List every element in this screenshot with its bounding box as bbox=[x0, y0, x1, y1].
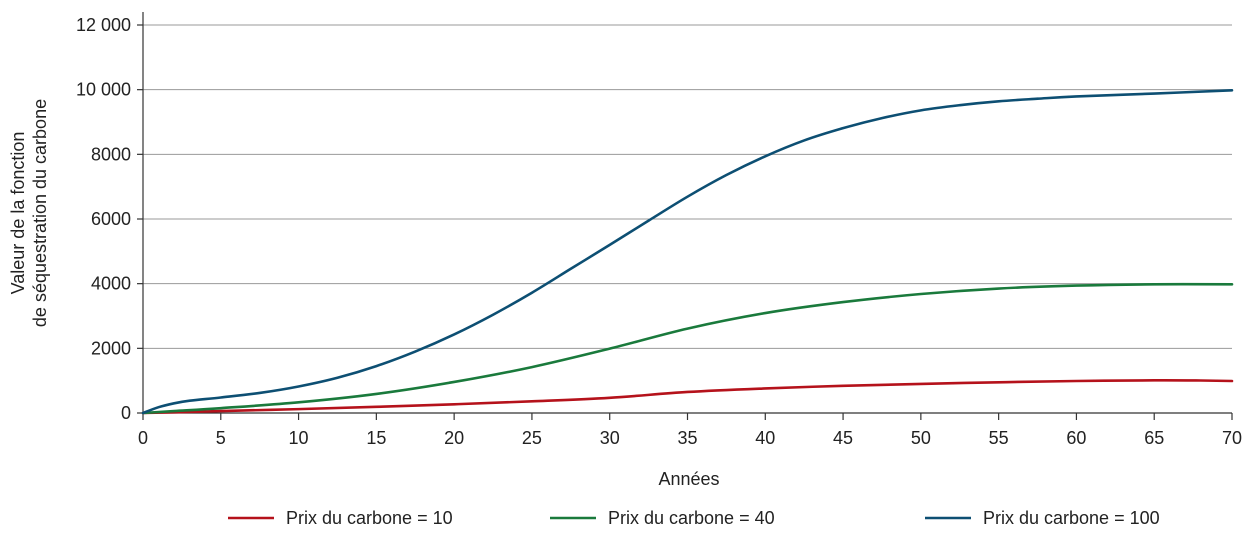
x-tick-label-0: 0 bbox=[138, 428, 148, 448]
x-tick-label-70: 70 bbox=[1222, 428, 1242, 448]
x-tick-label-10: 10 bbox=[289, 428, 309, 448]
x-axis-title: Années bbox=[658, 469, 719, 489]
series-line-3 bbox=[141, 89, 1234, 415]
x-tick-label-5: 5 bbox=[216, 428, 226, 448]
legend-label-1: Prix du carbone = 10 bbox=[286, 508, 453, 528]
y-tick-label-8000: 8000 bbox=[91, 144, 131, 164]
x-tick-label-20: 20 bbox=[444, 428, 464, 448]
x-tick-label-15: 15 bbox=[366, 428, 386, 448]
x-tick-label-60: 60 bbox=[1066, 428, 1086, 448]
x-tick-label-50: 50 bbox=[911, 428, 931, 448]
y-tick-label-0: 0 bbox=[121, 403, 131, 423]
y-tick-label-12000: 12 000 bbox=[76, 15, 131, 35]
x-tick-label-40: 40 bbox=[755, 428, 775, 448]
series-line-2 bbox=[141, 282, 1234, 415]
grid-lines bbox=[143, 24, 1232, 349]
x-tick-label-30: 30 bbox=[600, 428, 620, 448]
legend-label-3: Prix du carbone = 100 bbox=[983, 508, 1160, 528]
y-tick-label-4000: 4000 bbox=[91, 274, 131, 294]
x-tick-label-35: 35 bbox=[677, 428, 697, 448]
y-tick-label-6000: 6000 bbox=[91, 209, 131, 229]
x-tick-labels: 0 5 10 15 20 25 30 35 40 45 50 55 60 65 70 bbox=[138, 413, 1242, 448]
y-tick-label-10000: 10 000 bbox=[76, 80, 131, 100]
x-tick-label-25: 25 bbox=[522, 428, 542, 448]
x-tick-label-45: 45 bbox=[833, 428, 853, 448]
legend: Prix du carbone = 10 Prix du carbone = 40… bbox=[228, 508, 1160, 528]
series-lines bbox=[141, 89, 1234, 415]
y-tick-label-2000: 2000 bbox=[91, 338, 131, 358]
series-line-1 bbox=[141, 379, 1234, 415]
y-axis-title-line-1: Valeur de la fonction bbox=[8, 132, 28, 295]
x-tick-label-65: 65 bbox=[1144, 428, 1164, 448]
legend-label-2: Prix du carbone = 40 bbox=[608, 508, 775, 528]
y-axis-title-line-2: de séquestration du carbone bbox=[30, 99, 50, 327]
axes bbox=[142, 12, 1232, 414]
x-tick-label-55: 55 bbox=[989, 428, 1009, 448]
y-tick-labels: 0 2000 4000 6000 8000 10 000 12 000 bbox=[76, 15, 143, 423]
